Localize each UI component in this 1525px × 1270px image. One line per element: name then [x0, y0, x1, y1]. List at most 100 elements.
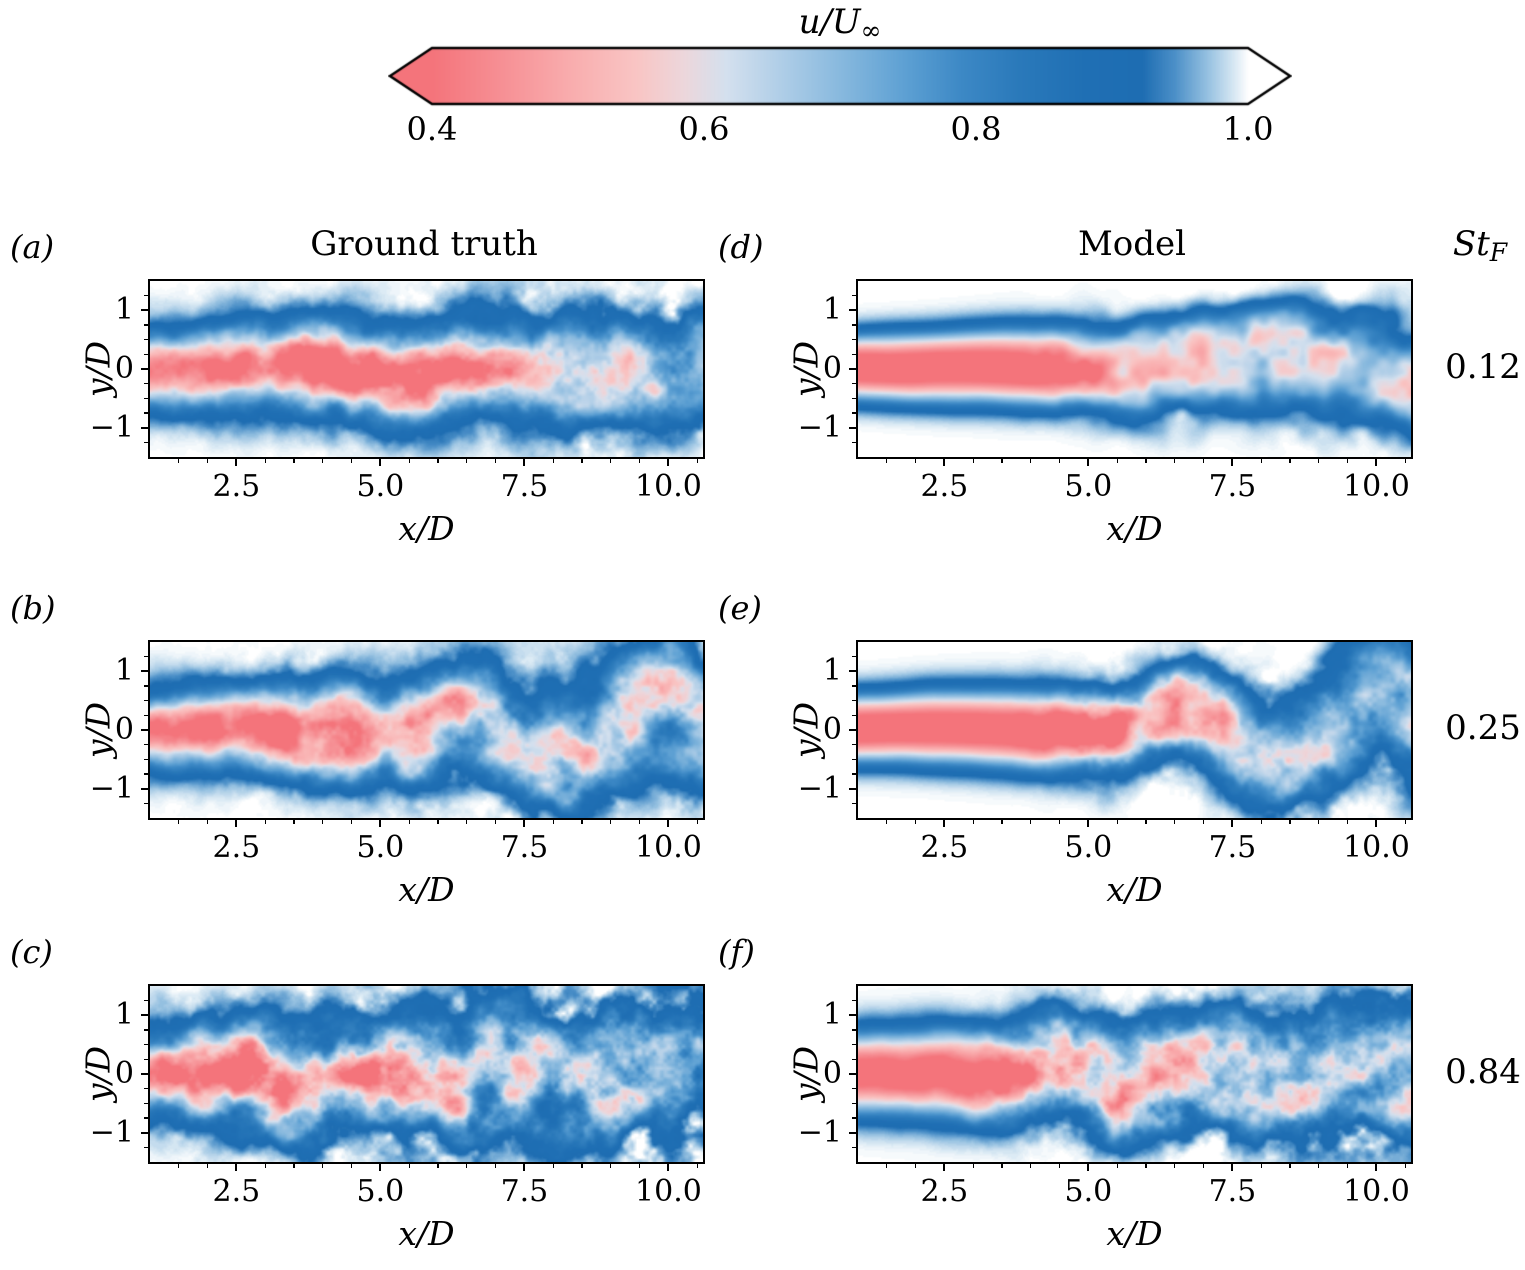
- x-minor-tick: [1260, 1164, 1262, 1168]
- y-major-tick: [849, 670, 856, 673]
- x-minor-tick: [639, 1164, 641, 1168]
- y-major-tick: [849, 368, 856, 370]
- y-tick-label: −1: [89, 409, 134, 445]
- x-major-tick: [1375, 459, 1378, 466]
- x-tick-label: 5.0: [356, 469, 405, 504]
- x-minor-tick: [178, 459, 180, 463]
- st-value: 0.25: [1445, 708, 1521, 748]
- y-minor-tick: [852, 1146, 856, 1148]
- colorbar-title: u/U∞: [799, 2, 882, 45]
- x-minor-tick: [1174, 1164, 1176, 1168]
- y-minor-tick: [144, 802, 148, 804]
- y-major-tick: [141, 1014, 148, 1017]
- y-major-tick: [141, 1131, 148, 1134]
- y-tick-label: −1: [797, 409, 842, 445]
- x-major-tick: [943, 820, 946, 827]
- x-major-tick: [523, 820, 526, 827]
- x-major-tick: [1087, 820, 1090, 827]
- y-minor-tick: [852, 1117, 856, 1119]
- x-minor-tick: [437, 820, 439, 824]
- y-tick-label: −1: [89, 1114, 134, 1150]
- y-minor-tick: [144, 714, 148, 716]
- y-minor-tick: [144, 1044, 148, 1046]
- column-header-model: Model: [1077, 224, 1187, 264]
- x-tick-label: 10.0: [635, 469, 702, 504]
- y-minor-tick: [852, 324, 856, 326]
- x-tick-label: 2.5: [212, 1174, 261, 1209]
- x-minor-tick: [466, 459, 468, 463]
- x-major-tick: [1375, 1164, 1378, 1171]
- flow-field-canvas: [858, 642, 1411, 818]
- y-major-tick: [141, 309, 148, 312]
- x-tick-label: 7.5: [500, 830, 549, 865]
- x-minor-tick: [264, 820, 266, 824]
- y-minor-tick: [144, 758, 148, 760]
- x-minor-tick: [1030, 459, 1032, 463]
- x-minor-tick: [1001, 1164, 1003, 1168]
- y-minor-tick: [144, 1117, 148, 1119]
- y-minor-tick: [144, 339, 148, 341]
- x-major-tick: [235, 1164, 238, 1171]
- x-minor-tick: [293, 820, 295, 824]
- x-minor-tick: [408, 459, 410, 463]
- x-tick-label: 5.0: [356, 830, 405, 865]
- x-minor-tick: [1347, 1164, 1349, 1168]
- x-minor-tick: [552, 459, 554, 463]
- y-tick-label: 1: [114, 292, 134, 328]
- y-minor-tick: [852, 1029, 856, 1031]
- panel-letter: (e): [718, 589, 762, 627]
- x-minor-tick: [696, 1164, 698, 1168]
- y-major-tick: [141, 368, 148, 370]
- y-minor-tick: [144, 656, 148, 658]
- panel-e: (e) 2.5 5.0 7.5 10.0 1 0 −1 y/D x/D: [718, 589, 1413, 909]
- x-major-tick: [523, 1164, 526, 1171]
- x-major-tick: [1231, 459, 1234, 466]
- y-minor-tick: [144, 353, 148, 355]
- x-minor-tick: [1289, 820, 1291, 824]
- x-minor-tick: [1116, 459, 1118, 463]
- y-minor-tick: [852, 339, 856, 341]
- x-minor-tick: [915, 459, 917, 463]
- panel-letter: (d): [718, 228, 764, 266]
- x-axis-label: x/D: [398, 509, 455, 548]
- x-major-tick: [1231, 820, 1234, 827]
- y-major-tick: [849, 426, 856, 429]
- y-minor-tick: [144, 1000, 148, 1002]
- x-minor-tick: [207, 459, 209, 463]
- y-tick-label: 1: [114, 653, 134, 689]
- y-tick-label: 1: [822, 292, 842, 328]
- x-minor-tick: [915, 820, 917, 824]
- x-minor-tick: [610, 1164, 612, 1168]
- x-minor-tick: [886, 820, 888, 824]
- y-major-tick: [141, 787, 148, 790]
- x-minor-tick: [207, 1164, 209, 1168]
- y-minor-tick: [852, 700, 856, 702]
- x-minor-tick: [1404, 820, 1406, 824]
- x-major-tick: [1375, 820, 1378, 827]
- y-major-tick: [849, 1014, 856, 1017]
- panel-c: (c) 2.5 5.0 7.5 10.0 1 0 −1 y/D x/D: [10, 933, 705, 1253]
- x-tick-label: 2.5: [920, 1174, 969, 1209]
- x-minor-tick: [322, 820, 324, 824]
- x-minor-tick: [552, 1164, 554, 1168]
- strouhal-header: StF: [1453, 224, 1507, 267]
- x-major-tick: [1087, 1164, 1090, 1171]
- y-major-tick: [849, 787, 856, 790]
- panel-b: (b) 2.5 5.0 7.5 10.0 1 0 −1 y/D x/D: [10, 589, 705, 909]
- x-minor-tick: [178, 1164, 180, 1168]
- y-major-tick: [849, 729, 856, 731]
- y-minor-tick: [852, 353, 856, 355]
- x-minor-tick: [178, 820, 180, 824]
- x-major-tick: [235, 459, 238, 466]
- y-minor-tick: [852, 397, 856, 399]
- y-minor-tick: [144, 773, 148, 775]
- x-minor-tick: [1289, 1164, 1291, 1168]
- y-major-tick: [849, 1073, 856, 1075]
- x-minor-tick: [1030, 820, 1032, 824]
- x-tick-label: 2.5: [920, 469, 969, 504]
- panel-d: (d) 2.5 5.0 7.5 10.0 1 0 −1 y/D x/D: [718, 228, 1413, 548]
- x-major-tick: [943, 459, 946, 466]
- panel-letter: (a): [10, 228, 55, 266]
- x-minor-tick: [1174, 820, 1176, 824]
- y-minor-tick: [852, 758, 856, 760]
